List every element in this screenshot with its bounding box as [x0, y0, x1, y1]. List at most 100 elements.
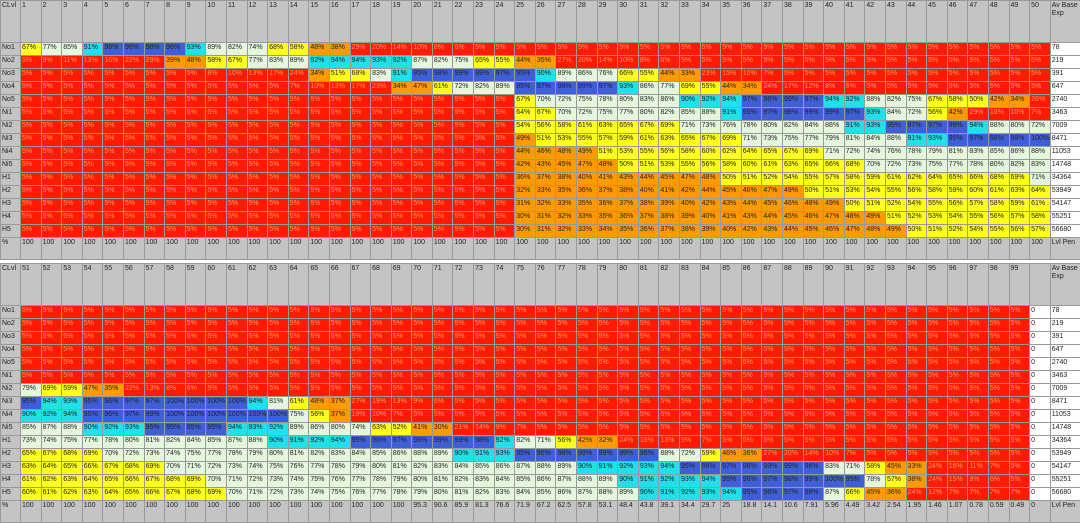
exp-cell: 95%	[412, 69, 433, 82]
exp-cell: 80%	[762, 121, 783, 134]
base-exp: 14748	[1050, 160, 1080, 173]
exp-cell: 5%	[968, 82, 989, 95]
penalty-cell: 100	[638, 238, 659, 260]
exp-cell: 5%	[103, 147, 124, 160]
base-exp: 56680	[1050, 488, 1080, 501]
level-header: 16	[329, 1, 350, 43]
exp-cell: 0	[1030, 462, 1051, 475]
exp-cell: 41%	[597, 173, 618, 186]
exp-cell: 20%	[371, 43, 392, 56]
exp-cell: 5%	[206, 160, 227, 173]
exp-cell: 5%	[226, 306, 247, 319]
exp-cell: 98%	[432, 69, 453, 82]
exp-cell: 8%	[824, 82, 845, 95]
exp-cell: 44%	[741, 199, 762, 212]
exp-cell: 97%	[721, 462, 742, 475]
exp-cell: 5%	[577, 423, 598, 436]
exp-cell: 5%	[82, 306, 103, 319]
exp-cell: 75%	[782, 134, 803, 147]
exp-cell: 60%	[21, 488, 42, 501]
exp-cell: 5%	[309, 199, 330, 212]
penalty-cell: 100	[762, 238, 783, 260]
exp-cell: 87%	[41, 423, 62, 436]
exp-cell: 82%	[226, 43, 247, 56]
exp-cell: 74%	[865, 147, 886, 160]
exp-cell: 5%	[350, 199, 371, 212]
exp-cell: 80%	[618, 95, 639, 108]
exp-cell: 5%	[206, 306, 227, 319]
exp-cell: 5%	[618, 43, 639, 56]
exp-cell: 51%	[329, 69, 350, 82]
exp-cell: 5%	[82, 173, 103, 186]
exp-cell: 42%	[947, 108, 968, 121]
exp-cell: 5%	[288, 371, 309, 384]
exp-cell: 5%	[288, 186, 309, 199]
exp-cell: 5%	[185, 173, 206, 186]
exp-cell: 5%	[865, 410, 886, 423]
exp-cell: 51%	[927, 225, 948, 238]
exp-cell: 5%	[762, 384, 783, 397]
exp-cell: 58%	[927, 186, 948, 199]
penalty-cell: 100	[82, 238, 103, 260]
exp-cell: 5%	[288, 212, 309, 225]
exp-cell: 5%	[741, 43, 762, 56]
level-header: 28	[577, 1, 598, 43]
penalty-cell: 100	[103, 238, 124, 260]
exp-cell: 89%	[432, 449, 453, 462]
exp-cell: 58%	[288, 43, 309, 56]
exp-cell: 5%	[782, 43, 803, 56]
exp-cell: 5%	[21, 225, 42, 238]
exp-cell: 5%	[309, 121, 330, 134]
exp-cell: 77%	[618, 108, 639, 121]
exp-cell: 5%	[762, 371, 783, 384]
exp-cell: 5%	[82, 69, 103, 82]
exp-cell: 99%	[577, 82, 598, 95]
level-header	[1030, 264, 1051, 306]
exp-cell: 71%	[680, 121, 701, 134]
base-exp: 3463	[1050, 108, 1080, 121]
exp-cell: 5%	[62, 212, 83, 225]
exp-cell: 41%	[721, 212, 742, 225]
exp-cell: 5%	[432, 173, 453, 186]
exp-cell: 85%	[474, 462, 495, 475]
row-label: Ni1	[1, 108, 21, 121]
exp-cell: 5%	[741, 410, 762, 423]
exp-cell: 88%	[865, 95, 886, 108]
exp-cell: 5%	[824, 384, 845, 397]
penalty-cell: 62.5	[556, 501, 577, 523]
exp-cell: 0	[1030, 332, 1051, 345]
exp-cell: 5%	[824, 56, 845, 69]
exp-cell: 48%	[803, 199, 824, 212]
row-label: Ni3	[1, 134, 21, 147]
exp-cell: 5%	[82, 199, 103, 212]
exp-cell: 5%	[721, 319, 742, 332]
penalty-cell: 0.78	[968, 501, 989, 523]
exp-cell: 73%	[226, 462, 247, 475]
level-header: 30	[618, 1, 639, 43]
exp-cell: 95%	[21, 397, 42, 410]
exp-cell: 92%	[618, 462, 639, 475]
exp-cell: 96%	[741, 475, 762, 488]
exp-cell: 5%	[885, 43, 906, 56]
level-header: 39	[803, 1, 824, 43]
exp-cell: 74%	[165, 449, 186, 462]
exp-cell: 11%	[62, 56, 83, 69]
exp-cell: 5%	[21, 212, 42, 225]
exp-cell: 5%	[1009, 43, 1030, 56]
exp-cell: 91%	[659, 488, 680, 501]
penalty-cell: 100	[144, 501, 165, 523]
exp-cell: 5%	[247, 121, 268, 134]
exp-cell: 5%	[350, 358, 371, 371]
level-header: 25	[515, 1, 536, 43]
exp-cell: 52%	[947, 225, 968, 238]
exp-cell: 67%	[515, 95, 536, 108]
exp-cell: 5%	[700, 384, 721, 397]
penalty-cell: 100	[350, 238, 371, 260]
exp-cell: 5%	[700, 371, 721, 384]
exp-cell: 5%	[453, 134, 474, 147]
exp-cell: 5%	[226, 160, 247, 173]
exp-cell: 96%	[700, 462, 721, 475]
exp-cell: 5%	[927, 358, 948, 371]
